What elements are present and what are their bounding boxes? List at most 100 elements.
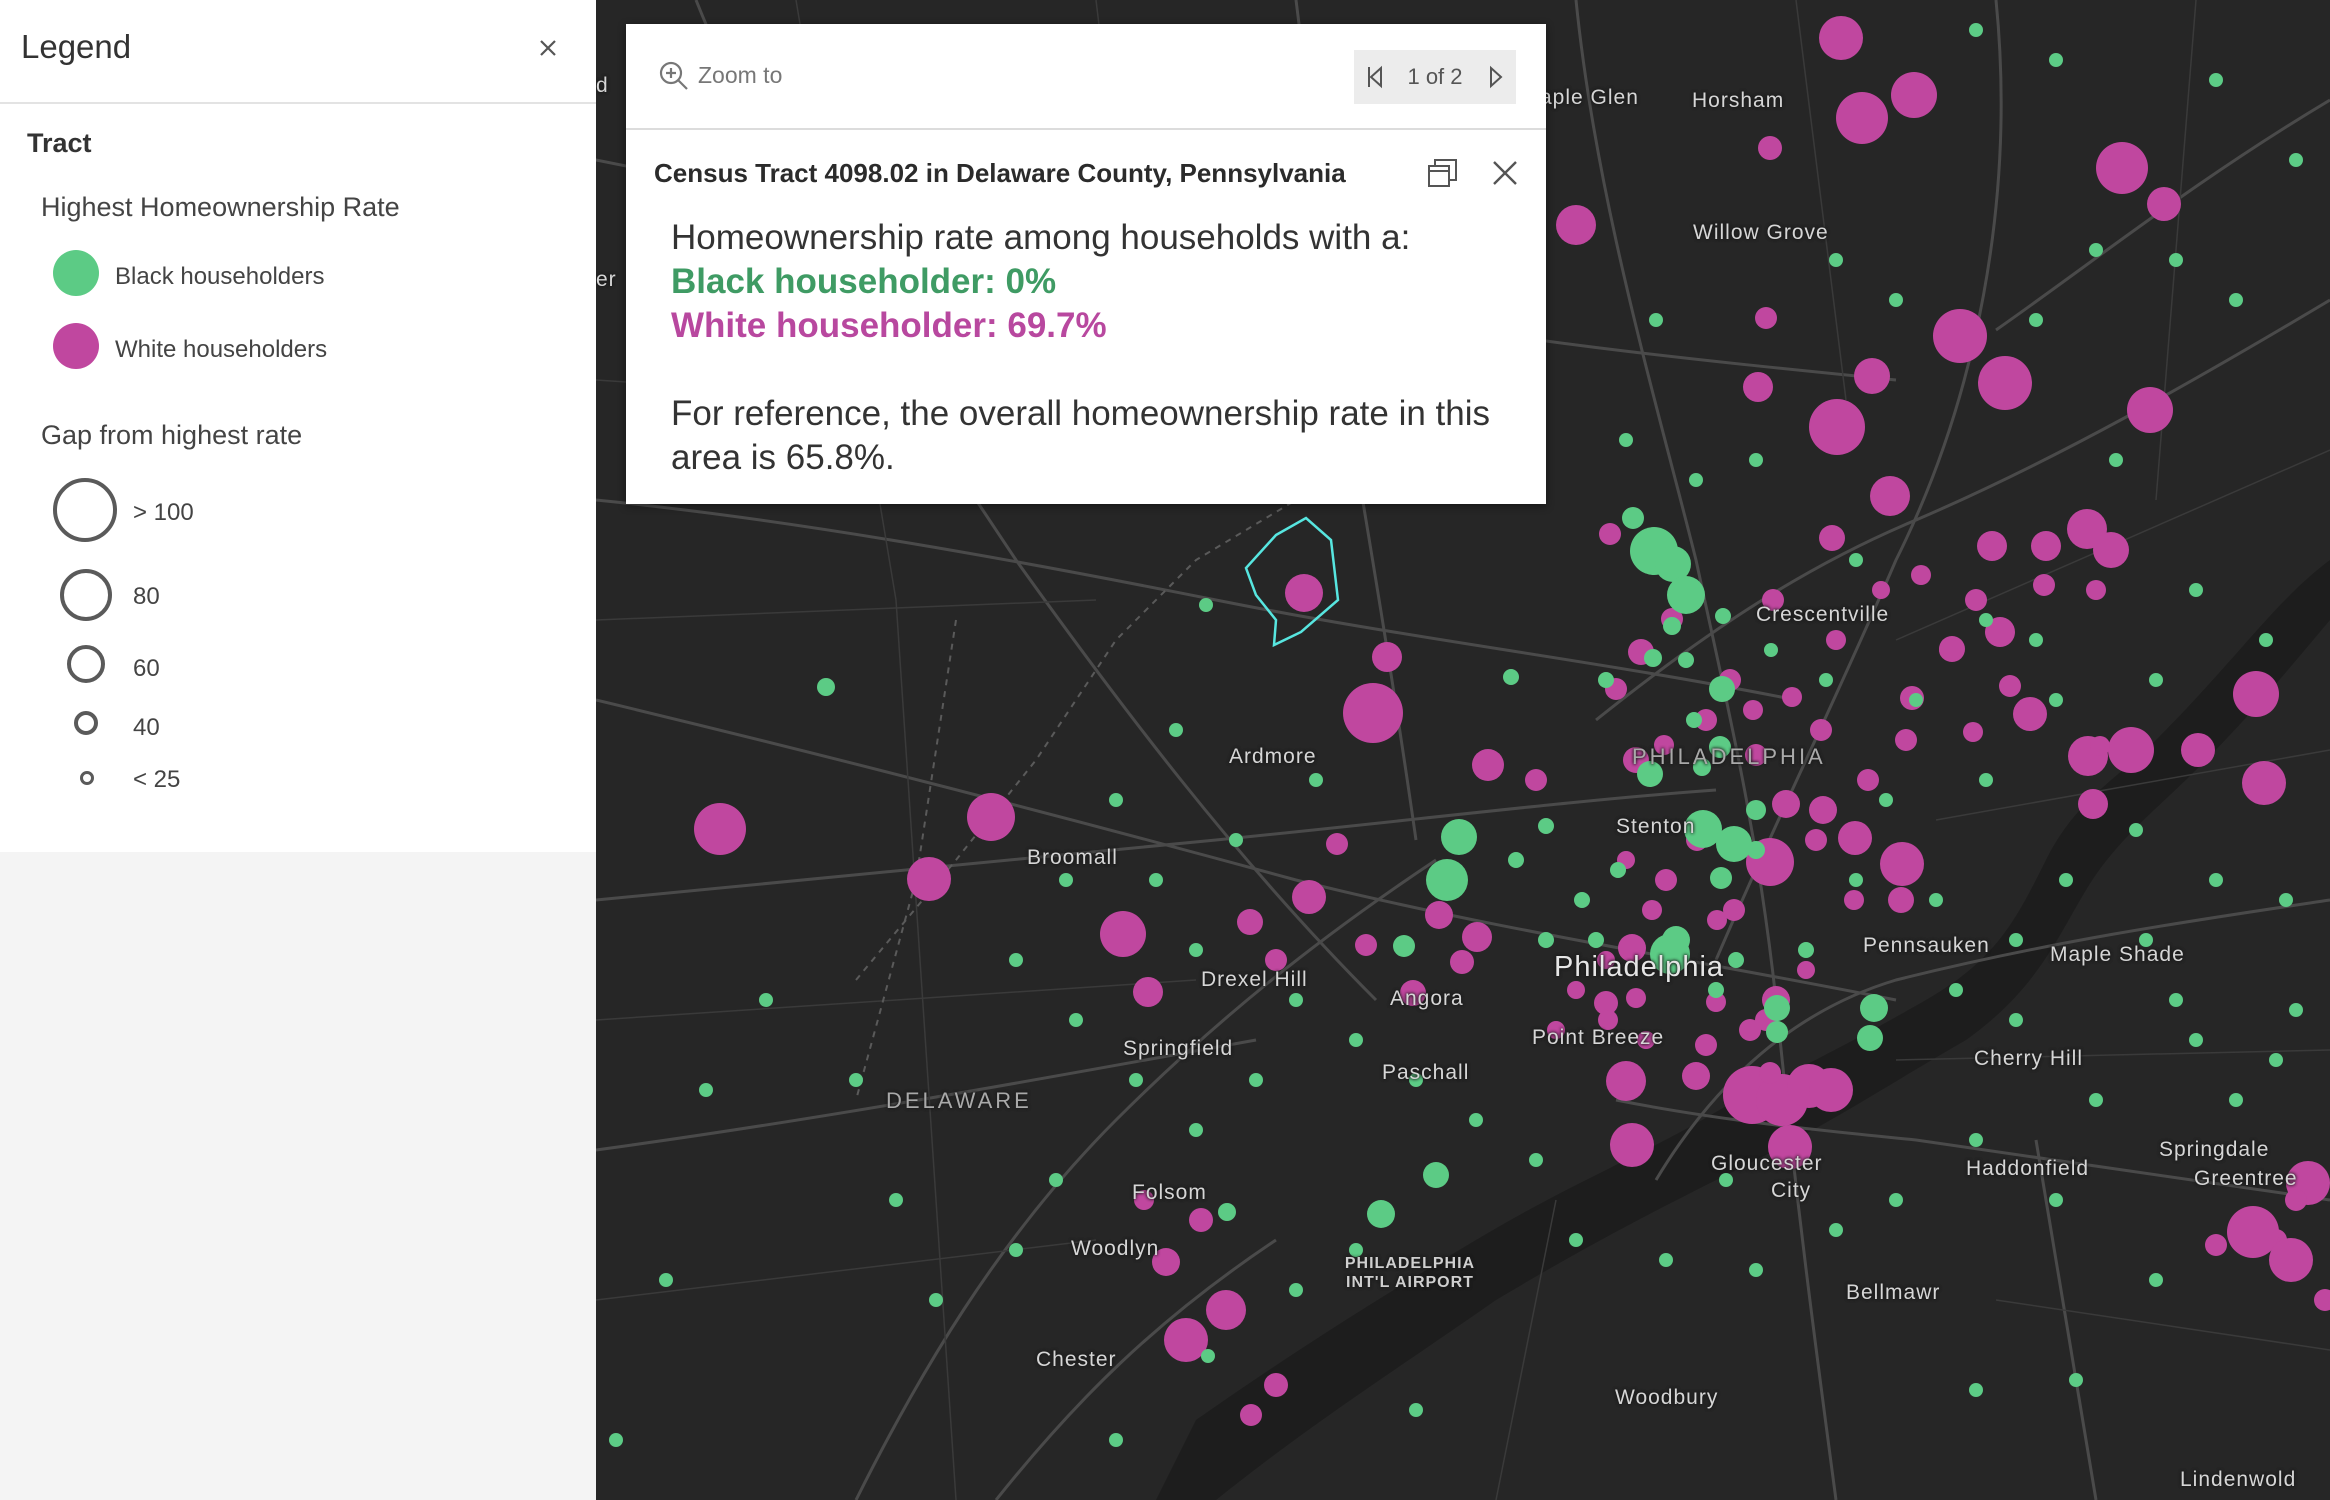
tract-dot[interactable] (1985, 617, 2015, 647)
tract-dot[interactable] (1292, 880, 1326, 914)
tract-dot[interactable] (2049, 53, 2063, 67)
tract-dot[interactable] (1538, 932, 1554, 948)
tract-dot[interactable] (1797, 961, 1815, 979)
tract-dot[interactable] (1939, 639, 1961, 661)
tract-dot[interactable] (2013, 697, 2047, 731)
tract-dot[interactable] (1849, 553, 1863, 567)
tract-dot[interactable] (1423, 1162, 1449, 1188)
selected-tract-dot[interactable] (1285, 574, 1323, 612)
tract-dot[interactable] (2149, 1273, 2163, 1287)
tract-dot[interactable] (1655, 546, 1691, 582)
tract-dot[interactable] (1891, 72, 1937, 118)
tract-dot[interactable] (1189, 1123, 1203, 1137)
tract-dot[interactable] (2169, 993, 2183, 1007)
tract-dot[interactable] (1909, 693, 1923, 707)
tract-dot[interactable] (1895, 729, 1917, 751)
tract-dot[interactable] (2049, 1193, 2063, 1207)
tract-dot[interactable] (1978, 356, 2032, 410)
tract-dot[interactable] (1979, 613, 1993, 627)
tract-dot[interactable] (759, 993, 773, 1007)
tract-dot[interactable] (1782, 687, 1802, 707)
tract-dot[interactable] (1109, 793, 1123, 807)
tract-dot[interactable] (1749, 1263, 1763, 1277)
tract-dot[interactable] (1409, 1403, 1423, 1417)
tract-dot[interactable] (2233, 671, 2279, 717)
tract-dot[interactable] (2149, 673, 2163, 687)
tract-dot[interactable] (1969, 1383, 1983, 1397)
tract-dot[interactable] (1695, 709, 1717, 731)
tract-dot[interactable] (1567, 981, 1585, 999)
tract-dot[interactable] (2285, 1189, 2307, 1211)
tract-dot[interactable] (1857, 769, 1879, 791)
tract-dot[interactable] (1229, 833, 1243, 847)
tract-dot[interactable] (1728, 952, 1744, 968)
tract-dot[interactable] (1425, 901, 1453, 929)
tract-dot[interactable] (1844, 890, 1864, 910)
tract-dot[interactable] (1009, 1243, 1023, 1257)
tract-dot[interactable] (1684, 810, 1722, 848)
tract-dot[interactable] (1610, 862, 1626, 878)
tract-dot[interactable] (659, 1273, 673, 1287)
tract-dot[interactable] (1619, 433, 1633, 447)
tract-dot[interactable] (1689, 473, 1703, 487)
tract-dot[interactable] (1152, 1248, 1180, 1276)
tract-dot[interactable] (2227, 1206, 2279, 1258)
tract-dot[interactable] (2229, 1093, 2243, 1107)
tract-dot[interactable] (1240, 1404, 1262, 1426)
tract-dot[interactable] (2109, 453, 2123, 467)
close-icon[interactable] (1490, 158, 1520, 188)
tract-dot[interactable] (1622, 507, 1644, 529)
tract-dot[interactable] (1462, 922, 1492, 952)
tract-dot[interactable] (2069, 1373, 2083, 1387)
tract-dot[interactable] (1372, 642, 1402, 672)
tract-dot[interactable] (1597, 951, 1615, 969)
tract-dot[interactable] (1826, 630, 1846, 650)
tract-dot[interactable] (1169, 723, 1183, 737)
tract-dot[interactable] (1809, 1068, 1853, 1112)
tract-dot[interactable] (1662, 926, 1690, 954)
tract-dot[interactable] (1758, 136, 1782, 160)
tract-dot[interactable] (2059, 873, 2073, 887)
tract-dot[interactable] (1469, 1113, 1483, 1127)
tract-dot[interactable] (1569, 1233, 1583, 1247)
tract-dot[interactable] (2209, 873, 2223, 887)
tract-dot[interactable] (1649, 313, 1663, 327)
tract-dot[interactable] (2147, 187, 2181, 221)
tract-dot[interactable] (1965, 589, 1987, 611)
tract-dot[interactable] (1199, 598, 1213, 612)
tract-dot[interactable] (1860, 994, 1888, 1022)
tract-dot[interactable] (1049, 1173, 1063, 1187)
tract-dot[interactable] (2086, 580, 2106, 600)
tract-dot[interactable] (1626, 988, 1646, 1008)
tract-dot[interactable] (1963, 722, 1983, 742)
tract-dot[interactable] (1977, 531, 2007, 561)
tract-dot[interactable] (1764, 995, 1790, 1021)
tract-dot[interactable] (2259, 633, 2273, 647)
tract-dot[interactable] (889, 1193, 903, 1207)
tract-dot[interactable] (2139, 933, 2153, 947)
tract-dot[interactable] (1829, 1223, 1843, 1237)
tract-dot[interactable] (2314, 1289, 2330, 1311)
tract-dot[interactable] (1764, 643, 1778, 657)
tract-dot[interactable] (1663, 617, 1681, 635)
tract-dot[interactable] (1819, 16, 1863, 60)
tract-dot[interactable] (2181, 733, 2215, 767)
tract-dot[interactable] (1709, 676, 1735, 702)
tract-dot[interactable] (2031, 531, 2061, 561)
tract-dot[interactable] (1667, 576, 1705, 614)
tract-dot[interactable] (2009, 1013, 2023, 1027)
tract-dot[interactable] (1762, 589, 1784, 611)
tract-dot[interactable] (1999, 675, 2021, 697)
tract-dot[interactable] (1525, 769, 1547, 791)
tract-dot[interactable] (1393, 935, 1415, 957)
tract-dot[interactable] (1829, 253, 1843, 267)
tract-dot[interactable] (1710, 867, 1732, 889)
tract-dot[interactable] (1009, 953, 1023, 967)
tract-dot[interactable] (1598, 1010, 1618, 1030)
tract-dot[interactable] (2033, 574, 2055, 596)
tract-dot[interactable] (1654, 735, 1674, 755)
tract-dot[interactable] (1880, 842, 1924, 886)
tract-dot[interactable] (1343, 683, 1403, 743)
tract-dot[interactable] (1686, 712, 1702, 728)
tract-dot[interactable] (1695, 1034, 1717, 1056)
